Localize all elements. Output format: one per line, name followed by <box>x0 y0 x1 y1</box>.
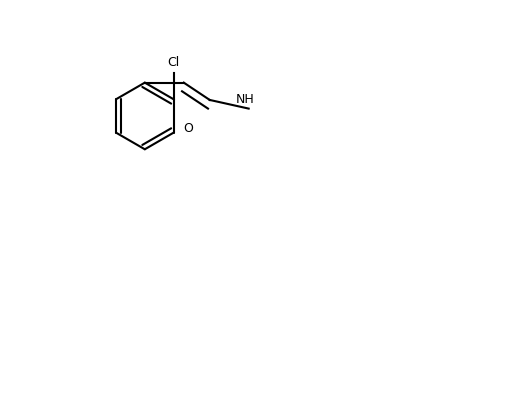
Text: Cl: Cl <box>167 56 179 69</box>
Text: O: O <box>183 122 192 134</box>
Text: NH: NH <box>235 94 254 107</box>
